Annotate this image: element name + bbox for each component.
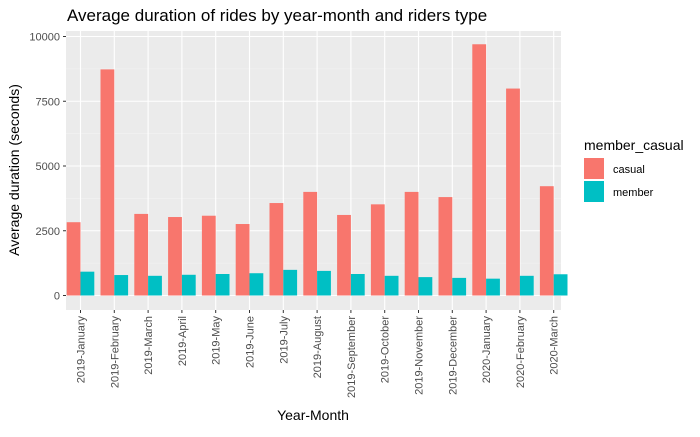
bar-member [350, 274, 365, 296]
legend-label-member: member [613, 187, 654, 199]
bar-casual [303, 191, 318, 296]
bar-member [114, 275, 129, 296]
y-tick-label: 10000 [29, 32, 60, 44]
bar-member [249, 273, 264, 296]
y-tick-label: 0 [54, 291, 60, 303]
bar-casual [438, 197, 453, 296]
x-tick-label: 2020-March [549, 316, 561, 375]
x-axis-label: Year-Month [277, 407, 349, 423]
bar-casual [539, 186, 554, 296]
y-tick-label: 7500 [36, 96, 60, 108]
bars [66, 44, 568, 296]
legend: member_casual casual member [584, 137, 684, 202]
legend-label-casual: casual [613, 164, 645, 176]
bar-member [384, 275, 399, 296]
bar-casual [337, 214, 351, 296]
bar-member [215, 274, 230, 296]
x-tick-label: 2019-June [245, 316, 257, 368]
bar-casual [100, 69, 115, 296]
bar-casual [134, 213, 149, 296]
bar-casual [66, 222, 81, 296]
x-tick-label: 2019-March [143, 316, 155, 375]
x-tick-label: 2019-July [278, 316, 290, 364]
chart-title: Average duration of rides by year-month … [67, 6, 487, 25]
bar-member [486, 278, 500, 296]
x-tick-label: 2019-September [346, 316, 358, 398]
bar-casual [506, 88, 520, 296]
bar-member [452, 277, 467, 296]
bar-casual [201, 215, 216, 296]
x-tick-label: 2020-January [481, 316, 493, 384]
bar-casual [235, 224, 250, 296]
bar-member [317, 270, 331, 296]
bar-member [148, 275, 162, 296]
y-tick-label: 2500 [36, 226, 60, 238]
x-tick-label: 2019-August [312, 316, 324, 378]
y-axis-label: Average duration (seconds) [6, 84, 22, 256]
x-tick-label: 2019-November [414, 316, 426, 395]
legend-key-member [584, 181, 604, 202]
x-tick-label: 2019-May [211, 316, 223, 365]
bar-member [519, 275, 534, 296]
bar-member [80, 271, 95, 296]
legend-title: member_casual [584, 137, 684, 153]
x-tick-label: 2019-January [76, 316, 88, 384]
bar-member [418, 277, 433, 296]
bar-member [553, 274, 568, 296]
bar-casual [404, 191, 419, 296]
x-tick-label: 2019-April [177, 316, 189, 366]
bar-casual [472, 44, 487, 296]
x-tick-label: 2019-October [380, 316, 392, 384]
bar-casual [168, 217, 182, 296]
x-tick-label: 2019-December [447, 316, 459, 395]
bar-casual [269, 203, 284, 296]
bar-member [283, 269, 298, 296]
bar-casual [370, 204, 385, 296]
bar-member [181, 274, 196, 296]
x-tick-label: 2019-February [109, 316, 121, 389]
legend-key-casual [584, 158, 604, 179]
y-tick-label: 5000 [36, 161, 60, 173]
x-axis: 2019-January 2019-February 2019-March 2019-… [76, 310, 561, 398]
y-axis: 0 2500 5000 7500 10000 [29, 32, 66, 303]
x-tick-label: 2020-February [515, 316, 527, 389]
